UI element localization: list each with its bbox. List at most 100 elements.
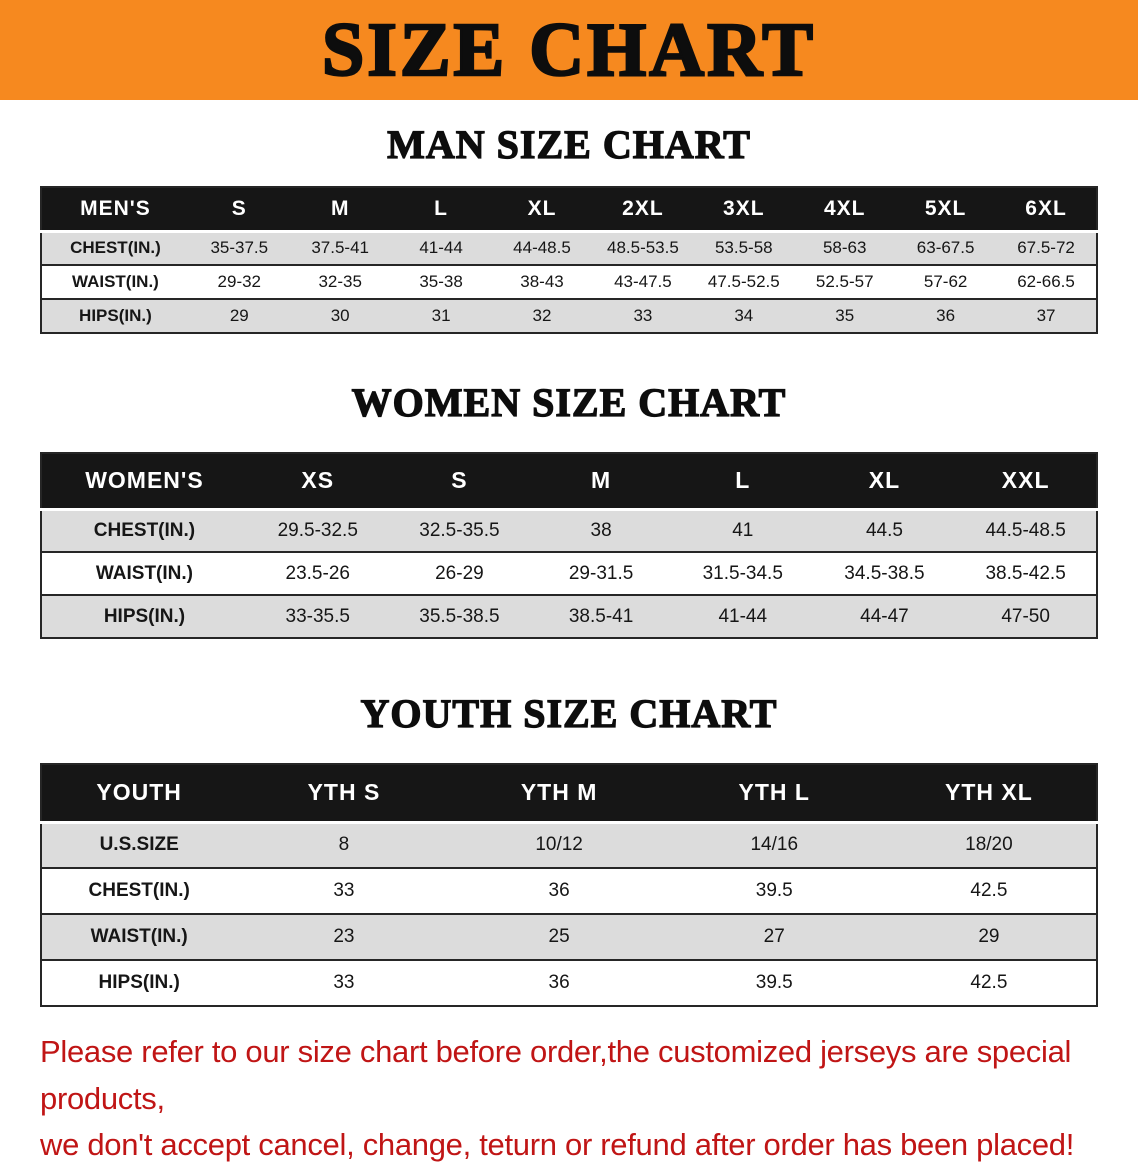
- size-column-header: S: [188, 187, 290, 233]
- size-column-header: 4XL: [794, 187, 896, 233]
- size-value: 57-62: [895, 264, 997, 299]
- size-value: 32.5-35.5: [388, 508, 531, 552]
- size-value: 47-50: [955, 594, 1097, 638]
- size-column-header: XL: [491, 187, 593, 233]
- size-value: 41-44: [671, 594, 814, 638]
- size-column-header: M: [289, 187, 391, 233]
- size-value: 35-38: [390, 264, 492, 299]
- size-column-header: XL: [813, 453, 956, 511]
- size-value: 43-47.5: [592, 264, 694, 299]
- size-value: 29: [188, 298, 290, 333]
- size-value: 38-43: [491, 264, 593, 299]
- table-row: U.S.SIZE 8 10/12 14/16 18/20: [41, 821, 1097, 868]
- table-row: HIPS(IN.) 29 30 31 32 33 34 35 36 37: [41, 298, 1097, 333]
- row-label: U.S.SIZE: [41, 821, 237, 868]
- size-value: 41-44: [390, 230, 492, 265]
- size-value: 53.5-58: [693, 230, 795, 265]
- size-column-header: YTH XL: [881, 764, 1097, 824]
- table-corner-label: MEN'S: [41, 187, 189, 233]
- size-value: 35-37.5: [188, 230, 290, 265]
- size-value: 62-66.5: [996, 264, 1097, 299]
- size-value: 31.5-34.5: [671, 551, 814, 595]
- size-value: 52.5-57: [794, 264, 896, 299]
- banner: SIZE CHART: [0, 0, 1138, 100]
- size-value: 36: [895, 298, 997, 333]
- size-column-header: L: [390, 187, 492, 233]
- size-value: 38.5-41: [530, 594, 672, 638]
- disclaimer-line-2: we don't accept cancel, change, teturn o…: [40, 1127, 1075, 1162]
- size-column-header: YTH M: [451, 764, 667, 824]
- size-column-header: XS: [246, 453, 389, 511]
- size-value: 44-48.5: [491, 230, 593, 265]
- table-header-row: YOUTH YTH S YTH M YTH L YTH XL: [41, 764, 1097, 824]
- disclaimer-line-1: Please refer to our size chart before or…: [40, 1034, 1072, 1116]
- youth-size-table: YOUTH YTH S YTH M YTH L YTH XL U.S.SIZE 8 10/12…: [40, 763, 1098, 1007]
- table-row: WAIST(IN.) 23 25 27 29: [41, 913, 1097, 960]
- size-value: 36: [451, 959, 667, 1006]
- size-value: 41: [671, 508, 814, 552]
- table-row: HIPS(IN.) 33 36 39.5 42.5: [41, 959, 1097, 1006]
- size-value: 31: [390, 298, 492, 333]
- size-value: 14/16: [666, 821, 882, 868]
- size-value: 35.5-38.5: [388, 594, 531, 638]
- size-value: 34: [693, 298, 795, 333]
- row-label: WAIST(IN.): [41, 551, 247, 595]
- youth-section-heading: YOUTH SIZE CHART: [360, 690, 778, 736]
- size-value: 63-67.5: [895, 230, 997, 265]
- size-value: 39.5: [666, 959, 882, 1006]
- size-value: 29-31.5: [530, 551, 672, 595]
- size-value: 37: [996, 298, 1097, 333]
- size-value: 44.5-48.5: [955, 508, 1097, 552]
- table-row: CHEST(IN.) 29.5-32.5 32.5-35.5 38 41 44.5 44.5…: [41, 508, 1097, 552]
- size-value: 29: [881, 913, 1097, 960]
- size-value: 10/12: [451, 821, 667, 868]
- size-value: 29.5-32.5: [246, 508, 389, 552]
- size-column-header: XXL: [955, 453, 1097, 511]
- size-column-header: M: [530, 453, 672, 511]
- row-label: WAIST(IN.): [41, 913, 237, 960]
- men-size-table: MEN'S S M L XL 2XL 3XL 4XL 5XL 6XL CHEST(IN.) 35-37…: [40, 186, 1098, 334]
- size-value: 35: [794, 298, 896, 333]
- section-men: MAN SIZE CHART MEN'S S M L XL 2XL 3XL 4XL 5XL 6XL…: [0, 121, 1138, 334]
- size-value: 38.5-42.5: [955, 551, 1097, 595]
- row-label: WAIST(IN.): [41, 264, 189, 299]
- table-corner-label: YOUTH: [41, 764, 237, 824]
- table-row: WAIST(IN.) 29-32 32-35 35-38 38-43 43-47.5 47.…: [41, 264, 1097, 299]
- size-value: 36: [451, 867, 667, 914]
- row-label: HIPS(IN.): [41, 594, 247, 638]
- size-value: 48.5-53.5: [592, 230, 694, 265]
- table-corner-label: WOMEN'S: [41, 453, 247, 511]
- size-value: 67.5-72: [996, 230, 1097, 265]
- size-column-header: L: [671, 453, 814, 511]
- size-value: 44.5: [813, 508, 956, 552]
- row-label: CHEST(IN.): [41, 867, 237, 914]
- table-row: CHEST(IN.) 33 36 39.5 42.5: [41, 867, 1097, 914]
- men-section-heading: MAN SIZE CHART: [386, 121, 751, 167]
- size-value: 29-32: [188, 264, 290, 299]
- size-column-header: S: [388, 453, 531, 511]
- size-value: 8: [236, 821, 452, 868]
- size-value: 44-47: [813, 594, 956, 638]
- size-value: 30: [289, 298, 391, 333]
- women-size-table: WOMEN'S XS S M L XL XXL CHEST(IN.) 29.5-32.5 32.5…: [40, 452, 1098, 639]
- size-column-header: YTH L: [666, 764, 882, 824]
- row-label: CHEST(IN.): [41, 230, 189, 265]
- section-youth: YOUTH SIZE CHART YOUTH YTH S YTH M YTH L YTH…: [0, 690, 1138, 1007]
- size-value: 27: [666, 913, 882, 960]
- size-value: 58-63: [794, 230, 896, 265]
- size-value: 32: [491, 298, 593, 333]
- size-value: 42.5: [881, 867, 1097, 914]
- size-value: 38: [530, 508, 672, 552]
- table-header-row: MEN'S S M L XL 2XL 3XL 4XL 5XL 6XL: [41, 187, 1097, 233]
- size-value: 42.5: [881, 959, 1097, 1006]
- size-value: 33: [236, 867, 452, 914]
- page-title: SIZE CHART: [321, 8, 816, 92]
- table-header-row: WOMEN'S XS S M L XL XXL: [41, 453, 1097, 511]
- size-value: 26-29: [388, 551, 531, 595]
- size-value: 33: [236, 959, 452, 1006]
- size-column-header: YTH S: [236, 764, 452, 824]
- size-column-header: 6XL: [996, 187, 1097, 233]
- row-label: HIPS(IN.): [41, 959, 237, 1006]
- size-value: 33: [592, 298, 694, 333]
